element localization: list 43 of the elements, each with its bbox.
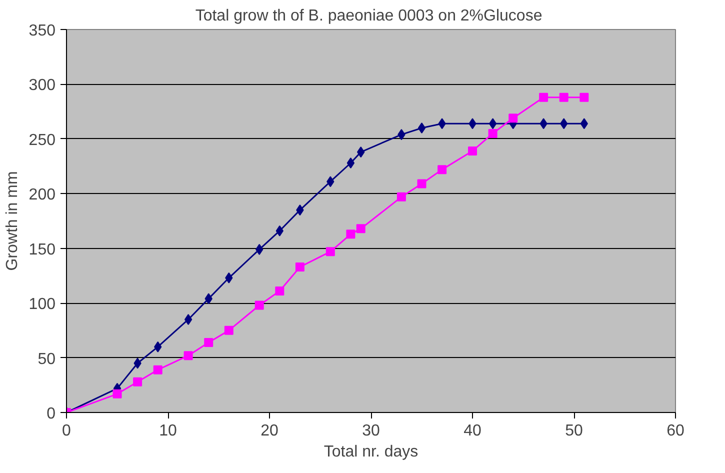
- point: [559, 92, 568, 102]
- x-tick-label: 30: [362, 422, 380, 440]
- y-tick-label: 300: [28, 77, 56, 94]
- point: [184, 351, 193, 360]
- y-tick-label: 50: [38, 350, 56, 368]
- x-tick-label: 20: [260, 422, 278, 440]
- point: [396, 192, 406, 202]
- y-tick-label: 0: [46, 406, 56, 422]
- point: [295, 262, 304, 272]
- point: [184, 314, 192, 325]
- y-axis-title: Growth in mm: [4, 171, 21, 271]
- point: [356, 224, 366, 234]
- y-tick-label: 350: [28, 22, 56, 40]
- point: [153, 365, 162, 374]
- point: [418, 122, 426, 134]
- point: [326, 247, 335, 256]
- y-tick-label: 250: [28, 132, 56, 149]
- point: [112, 389, 122, 398]
- y-tick-label: 100: [28, 296, 56, 314]
- point: [254, 300, 264, 310]
- point: [468, 146, 477, 156]
- point: [204, 338, 214, 347]
- point: [346, 158, 355, 169]
- x-tick-label: 50: [565, 422, 583, 440]
- x-tick-label: 0: [62, 422, 72, 440]
- point: [346, 230, 356, 239]
- x-axis-title: Total nr. days: [324, 444, 418, 460]
- point: [224, 326, 234, 335]
- point: [488, 118, 497, 130]
- y-tick-label: 150: [28, 241, 56, 258]
- y-tick-label: 200: [28, 186, 56, 204]
- x-tick-label: 60: [666, 422, 684, 440]
- point: [508, 114, 518, 123]
- point: [133, 377, 142, 386]
- point: [539, 92, 548, 102]
- point: [580, 92, 589, 102]
- point: [275, 286, 284, 296]
- chart-title: Total grow th of B. paeoniae 0003 on 2%Glucose: [195, 8, 542, 24]
- x-tick-label: 40: [464, 422, 482, 440]
- point: [417, 179, 426, 188]
- point: [488, 128, 498, 138]
- x-tick-label: 10: [159, 422, 177, 440]
- point: [438, 165, 447, 174]
